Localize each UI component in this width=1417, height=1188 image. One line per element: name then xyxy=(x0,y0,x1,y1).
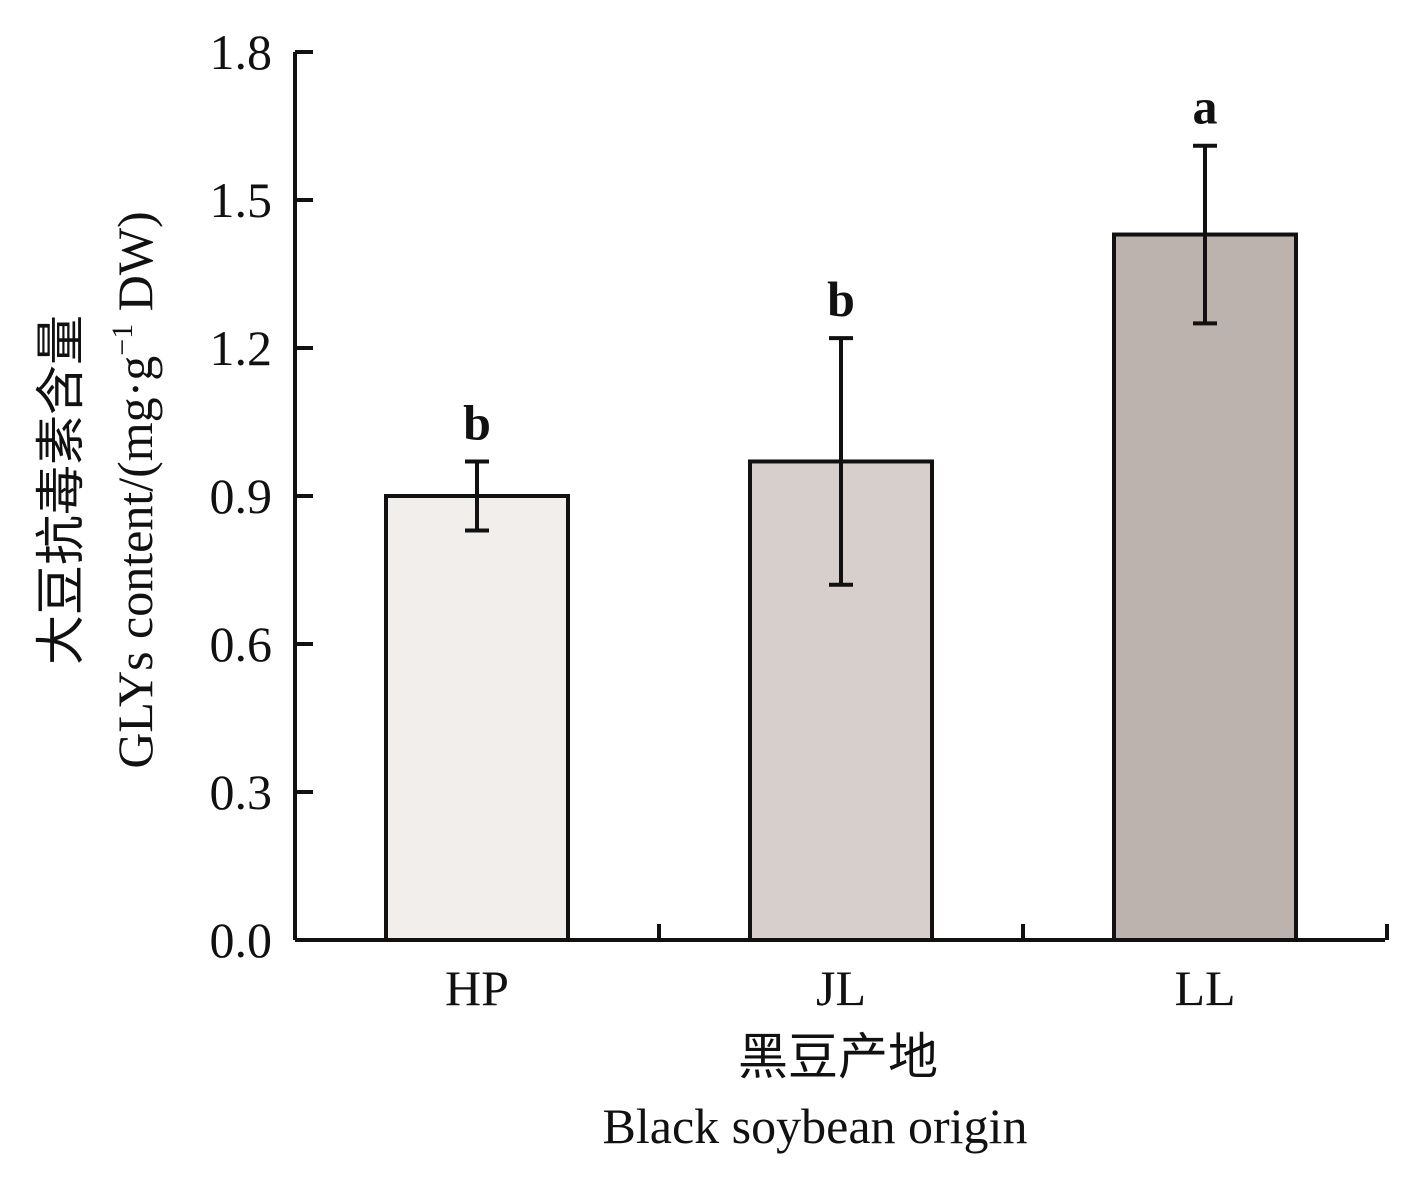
y-tick-label: 1.8 xyxy=(210,24,273,80)
y-axis-title-en: GLYs content/(mg·g−1 DW) xyxy=(106,211,163,768)
y-axis-title-en-tail: DW) xyxy=(107,211,163,323)
y-tick-label: 0.3 xyxy=(210,764,273,820)
y-tick-label: 0.0 xyxy=(210,912,273,968)
bar-hp xyxy=(384,494,570,942)
x-tick-label-hp: HP xyxy=(445,960,509,1016)
significance-label-hp: b xyxy=(463,394,491,450)
y-axis-title-cn: 大豆抗毒素含量 xyxy=(33,315,89,665)
y-tick-label: 0.9 xyxy=(210,468,273,524)
y-tick-label: 1.2 xyxy=(210,320,273,376)
significance-label-ll: a xyxy=(1193,79,1218,135)
x-axis-title-en: Black soybean origin xyxy=(603,1098,1028,1154)
y-tick-label: 1.5 xyxy=(210,172,273,228)
error-bar-ll xyxy=(1193,143,1217,326)
x-tick-label-jl: JL xyxy=(816,960,866,1016)
significance-label-jl: b xyxy=(827,271,855,327)
y-tick-label: 0.6 xyxy=(210,616,273,672)
y-axis-title-en-sup: −1 xyxy=(106,324,139,356)
x-tick-label-ll: LL xyxy=(1174,960,1235,1016)
error-bar-hp xyxy=(465,459,489,533)
x-axis-title-cn: 黑豆产地 xyxy=(738,1029,938,1085)
error-bar-jl xyxy=(829,336,853,587)
y-axis-title-en-main: GLYs content/(mg·g xyxy=(107,356,163,769)
bars-layer: b b a xyxy=(384,79,1298,943)
axes-layer: HP JL LL 0.0 0.3 0.6 0.9 1.2 1.5 1.8 xyxy=(210,24,1389,1016)
bar-ll xyxy=(1112,232,1298,943)
